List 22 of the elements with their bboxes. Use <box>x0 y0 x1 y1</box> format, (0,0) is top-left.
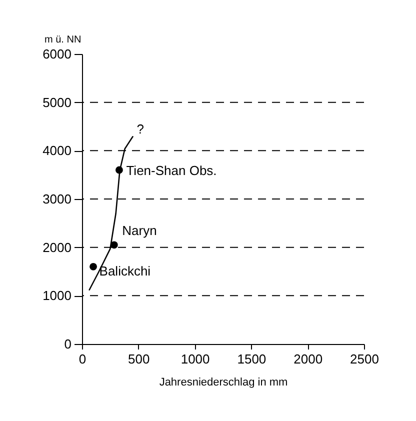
x-tick-label: 2000 <box>294 352 323 366</box>
annotation: ? <box>136 122 144 137</box>
point <box>116 166 123 174</box>
y-tick-label: 2000 <box>42 240 72 255</box>
x-axis-title: Jahresniederschlag in mm <box>159 376 288 388</box>
point <box>90 262 97 270</box>
y-tick-label: 3000 <box>42 192 72 206</box>
y-tick-label: 1000 <box>42 288 72 304</box>
y-tick-label: 0 <box>64 336 72 352</box>
x-tick-label: 2500 <box>350 352 379 366</box>
y-axis-title: m ü. NN <box>44 34 82 46</box>
y-tick-label: 4000 <box>42 143 72 158</box>
x-tick-label: 1500 <box>237 352 266 366</box>
annotation: Naryn <box>122 222 157 238</box>
x-tick-label: 0 <box>78 352 86 366</box>
x-tick-label: 1000 <box>180 352 210 366</box>
point <box>110 241 118 249</box>
y-tick-label: 6000 <box>42 46 72 62</box>
y-tick-label: 5000 <box>42 94 72 110</box>
annotation: Balickchi <box>99 264 151 279</box>
annotation: Tien-Shan Obs. <box>126 163 217 178</box>
x-tick-label: 500 <box>128 352 150 366</box>
